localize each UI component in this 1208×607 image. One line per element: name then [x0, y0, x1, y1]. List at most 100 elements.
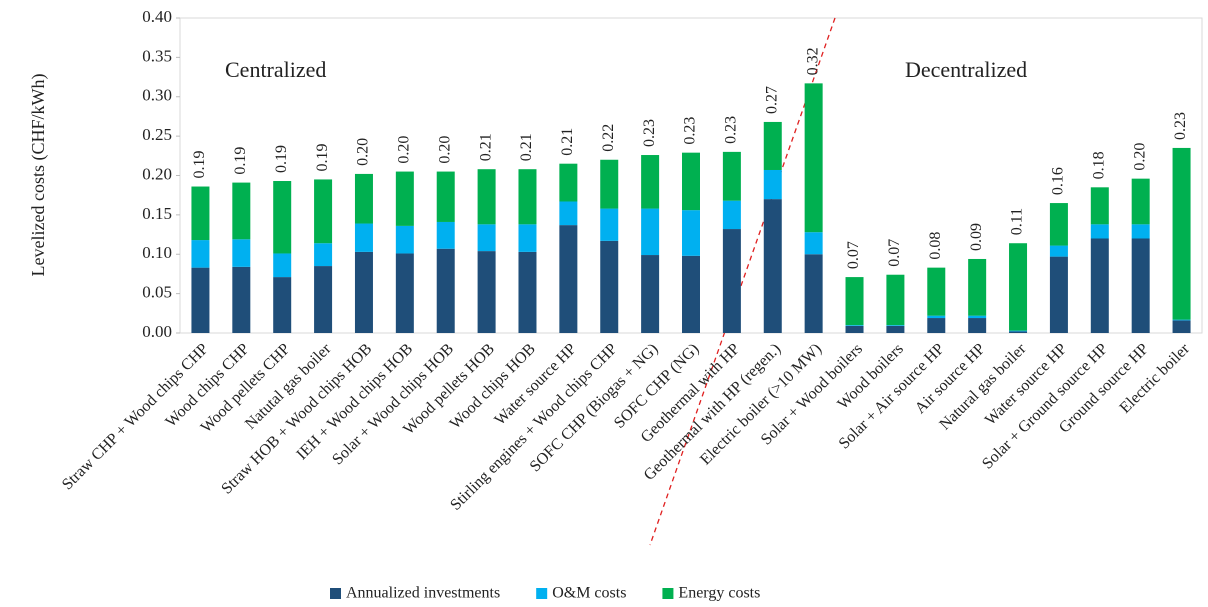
bar-segment — [641, 255, 660, 333]
bar-segment — [968, 258, 987, 316]
bar-segment — [273, 253, 292, 278]
bar-segment — [1172, 147, 1191, 320]
bar-segment — [1009, 331, 1028, 333]
bar-segment — [436, 221, 455, 249]
annotation: Centralized — [225, 57, 326, 82]
total-label: 0.19 — [314, 143, 331, 171]
total-label: 0.23 — [723, 116, 740, 144]
y-tick-label: 0.40 — [142, 7, 172, 26]
bar-segment — [1131, 224, 1150, 239]
total-label: 0.07 — [886, 239, 903, 267]
bar-segment — [1090, 224, 1109, 239]
bar-segment — [722, 229, 741, 333]
y-tick-label: 0.25 — [142, 125, 172, 144]
total-label: 0.22 — [600, 124, 617, 152]
divider — [649, 17, 836, 546]
bar-segment — [927, 267, 946, 316]
bar-segment — [804, 232, 823, 255]
legend-swatch — [536, 588, 548, 599]
total-label: 0.07 — [845, 241, 862, 269]
y-tick-label: 0.15 — [142, 204, 172, 223]
bar-segment — [477, 251, 496, 333]
annotation: Decentralized — [905, 57, 1027, 82]
bar-segment — [1090, 238, 1109, 333]
bar-segment — [314, 243, 333, 267]
total-label: 0.18 — [1090, 151, 1107, 179]
bar-segment — [1049, 245, 1068, 257]
total-label: 0.20 — [396, 136, 413, 164]
bar-segment — [559, 163, 578, 202]
bar-segment — [682, 210, 700, 256]
bar-segment — [191, 186, 210, 241]
bar-segment — [273, 277, 292, 333]
legend-label: Annualized investments — [346, 585, 500, 602]
bar-segment — [845, 325, 864, 326]
bar-segment — [641, 208, 660, 256]
y-tick-label: 0.05 — [142, 283, 172, 302]
total-label: 0.09 — [968, 223, 985, 251]
bar-segment — [600, 159, 619, 209]
bar-segment — [1172, 319, 1191, 321]
bar-segment — [477, 224, 496, 252]
bar-segment — [314, 266, 333, 333]
x-tick-label: Straw HOB + Wood chips HOB — [218, 340, 375, 497]
bar-segment — [354, 223, 373, 252]
total-label: 0.23 — [682, 117, 699, 145]
bar-segment — [191, 240, 210, 268]
bar-segment — [354, 173, 373, 224]
bar-segment — [273, 181, 292, 254]
bar-segment — [763, 121, 782, 170]
bar-segment — [682, 255, 700, 333]
bar-segment — [395, 253, 414, 333]
y-axis-label: Levelized costs (CHF/kWh) — [28, 74, 49, 277]
bar-segment — [232, 239, 251, 267]
y-tick-label: 0.20 — [142, 164, 172, 183]
bar-segment — [518, 224, 537, 252]
bar-segment — [845, 277, 864, 326]
bar-segment — [886, 325, 905, 333]
bar-segment — [845, 325, 864, 333]
legend-label: Energy costs — [678, 585, 760, 602]
total-label: 0.21 — [559, 128, 576, 156]
bar-segment — [477, 169, 496, 225]
total-label: 0.19 — [273, 145, 290, 173]
x-tick-label: Straw CHP + Wood chips CHP — [59, 340, 212, 493]
bar-segment — [518, 169, 537, 225]
bar-segment — [927, 318, 946, 333]
total-label: 0.19 — [232, 147, 249, 175]
total-label: 0.32 — [804, 47, 821, 75]
total-label: 0.16 — [1050, 167, 1067, 195]
bar-segment — [354, 251, 373, 333]
bar-segment — [1131, 178, 1150, 225]
y-tick-label: 0.10 — [142, 243, 172, 262]
bar-segment — [314, 179, 333, 244]
bar-segment — [1131, 238, 1150, 333]
bar-segment — [1009, 243, 1028, 331]
bar-segment — [682, 152, 700, 211]
bar-segment — [1090, 187, 1109, 225]
bar-segment — [232, 182, 251, 240]
bar-segment — [722, 151, 741, 201]
total-label: 0.21 — [518, 133, 535, 161]
bar-segment — [722, 200, 741, 230]
y-tick-label: 0.00 — [142, 322, 172, 341]
legend-swatch — [330, 588, 341, 599]
bar-segment — [518, 251, 537, 333]
bar-segment — [436, 171, 455, 222]
bar-segment — [1049, 203, 1068, 246]
total-label: 0.11 — [1009, 208, 1026, 235]
bar-segment — [1009, 330, 1028, 332]
bar-segment — [1172, 320, 1191, 333]
total-label: 0.19 — [191, 151, 208, 179]
total-label: 0.20 — [1131, 143, 1148, 171]
bar-segment — [600, 240, 619, 333]
bar-segment — [1049, 256, 1068, 333]
y-tick-label: 0.30 — [142, 86, 172, 105]
legend-label: O&M costs — [552, 585, 626, 602]
bar-segment — [395, 171, 414, 226]
bar-segment — [559, 201, 578, 226]
bar-segment — [927, 315, 946, 319]
bar-segment — [968, 318, 987, 333]
bar-segment — [763, 199, 782, 333]
